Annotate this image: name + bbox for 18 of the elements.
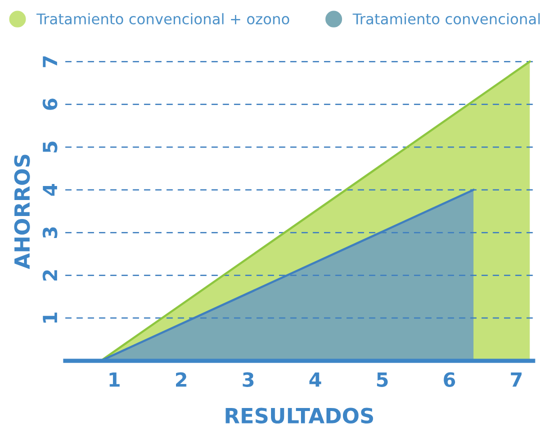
y-tick-label: 3 bbox=[42, 227, 58, 238]
y-tick-label: 7 bbox=[42, 56, 58, 68]
legend-label: Tratamiento convencional + ozono bbox=[36, 13, 290, 24]
x-tick-label: 7 bbox=[510, 372, 522, 387]
x-tick-label: 3 bbox=[242, 372, 254, 387]
legend-label: Tratamiento convencional bbox=[352, 13, 540, 24]
x-tick-label: 1 bbox=[110, 372, 120, 387]
x-tick-label: 6 bbox=[444, 372, 456, 387]
y-tick-label: 5 bbox=[42, 142, 58, 152]
y-axis-title: AHORROS bbox=[14, 154, 30, 270]
y-tick-label: 2 bbox=[42, 270, 58, 281]
x-axis-title: RESULTADOS bbox=[226, 408, 374, 424]
x-tick-label: 5 bbox=[377, 372, 388, 387]
y-tick-label: 6 bbox=[42, 98, 58, 110]
y-tick-label: 4 bbox=[42, 184, 58, 196]
x-tick-label: 4 bbox=[309, 372, 322, 387]
x-tick-label: 2 bbox=[176, 372, 186, 387]
y-tick-label: 1 bbox=[42, 312, 58, 323]
